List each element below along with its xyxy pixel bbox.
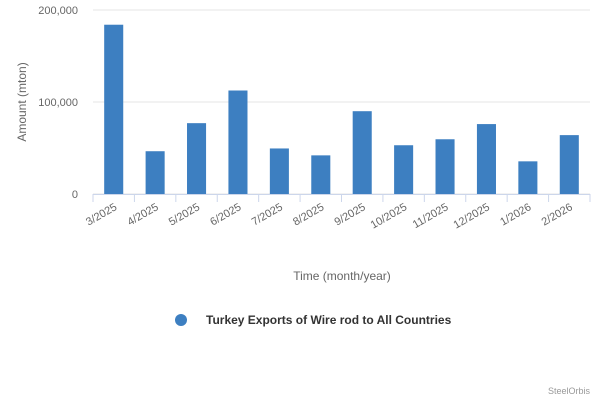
y-axis-title: Amount (mton) <box>15 62 29 141</box>
x-axis: 3/2025 4/2025 5/2025 6/2025 7/2025 8/2025 9/20… <box>84 194 591 231</box>
bar[interactable] <box>435 139 455 194</box>
bar[interactable] <box>559 135 579 194</box>
bar[interactable] <box>145 151 165 194</box>
y-tick-label: 200,000 <box>38 5 78 17</box>
bar[interactable] <box>476 124 496 194</box>
x-tick-label: 6/2025 <box>208 201 243 228</box>
bar[interactable] <box>228 90 248 195</box>
bar[interactable] <box>311 155 331 194</box>
x-tick-label: 9/2025 <box>333 201 368 228</box>
x-tick-label: 11/2025 <box>411 201 451 231</box>
x-tick-label: 12/2025 <box>452 201 492 231</box>
bar[interactable] <box>394 145 414 194</box>
grid-lines <box>93 9 590 195</box>
x-tick-label: 10/2025 <box>369 201 409 231</box>
y-tick-label: 100,000 <box>38 97 78 109</box>
y-tick-label: 0 <box>72 189 78 201</box>
legend-label: Turkey Exports of Wire rod to All Countr… <box>206 313 452 327</box>
x-tick-label: 7/2025 <box>250 201 285 228</box>
x-tick-label: 4/2025 <box>125 201 160 228</box>
x-tick-label: 2/2026 <box>540 201 575 228</box>
legend[interactable]: Turkey Exports of Wire rod to All Countr… <box>175 313 452 327</box>
bar[interactable] <box>187 123 207 194</box>
bars <box>104 24 579 195</box>
legend-marker-icon <box>175 314 187 326</box>
x-axis-title: Time (month/year) <box>293 269 391 283</box>
x-tick-label: 3/2025 <box>84 201 119 228</box>
bar[interactable] <box>104 24 124 194</box>
bar[interactable] <box>352 111 372 194</box>
x-tick-label: 5/2025 <box>167 201 202 228</box>
bar[interactable] <box>518 161 538 194</box>
y-axis: 0 100,000 200,000 <box>38 5 78 201</box>
x-tick-label: 1/2026 <box>498 201 533 228</box>
credit-link[interactable]: SteelOrbis <box>548 386 591 396</box>
x-tick-label: 8/2025 <box>291 201 326 228</box>
bar[interactable] <box>269 148 289 194</box>
